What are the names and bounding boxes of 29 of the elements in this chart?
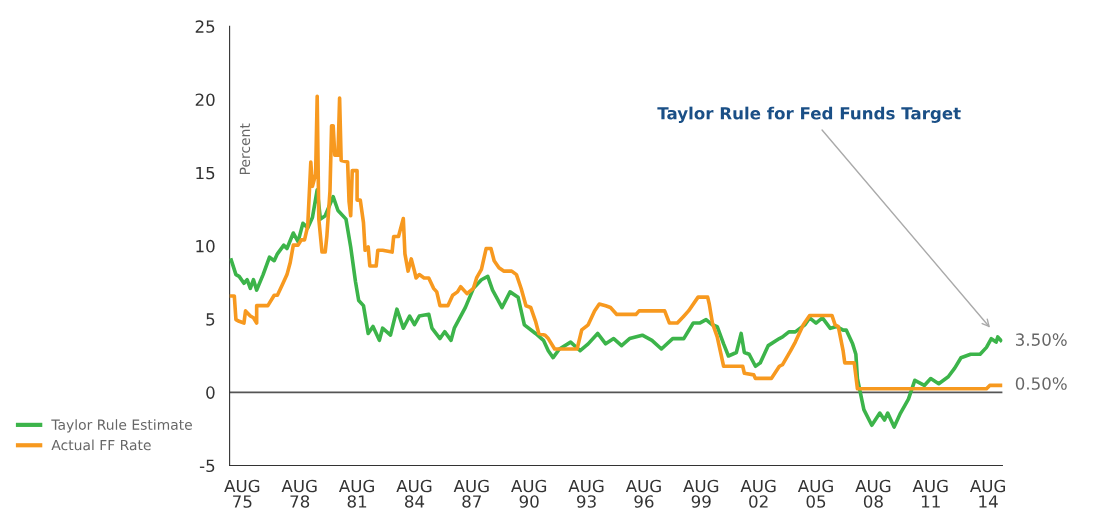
line-series bbox=[229, 188, 1003, 429]
x-tick-label: AUG 08 bbox=[855, 479, 891, 508]
x-tick-label: AUG 87 bbox=[453, 479, 489, 508]
x-tick-label: AUG 14 bbox=[969, 479, 1005, 508]
x-tick-label: AUG 81 bbox=[338, 479, 374, 508]
x-tick-label: AUG 96 bbox=[625, 479, 661, 508]
line-series bbox=[229, 94, 1003, 391]
x-tick-label: AUG 05 bbox=[797, 479, 833, 508]
legend-label: Taylor Rule Estimate bbox=[51, 419, 192, 433]
x-tick-label: AUG 02 bbox=[740, 479, 776, 508]
x-tick-label: AUG 84 bbox=[396, 479, 432, 508]
y-tick-label: 20 bbox=[195, 93, 215, 107]
annotation: 0.50% bbox=[1015, 377, 1067, 390]
legend-label: Actual FF Rate bbox=[51, 439, 151, 451]
y-axis-title: Percent bbox=[239, 123, 251, 175]
y-tick-label: -5 bbox=[199, 459, 215, 473]
y-tick-label: 25 bbox=[195, 20, 215, 33]
y-tick-label: 5 bbox=[206, 313, 215, 326]
annotation: Taylor Rule for Fed Funds Target bbox=[657, 106, 961, 123]
x-tick-label: AUG 90 bbox=[511, 479, 547, 508]
y-tick-label: 0 bbox=[206, 386, 215, 399]
x-tick-label: AUG 11 bbox=[912, 479, 948, 508]
annotation: 3.50% bbox=[1015, 333, 1067, 346]
x-tick-label: AUG 99 bbox=[683, 479, 719, 508]
y-tick-label: 15 bbox=[196, 166, 215, 180]
x-tick-label: AUG 93 bbox=[568, 479, 604, 508]
x-tick-label: AUG 75 bbox=[224, 479, 260, 508]
y-tick-label: 10 bbox=[196, 239, 215, 253]
x-tick-label: AUG 78 bbox=[281, 479, 317, 508]
